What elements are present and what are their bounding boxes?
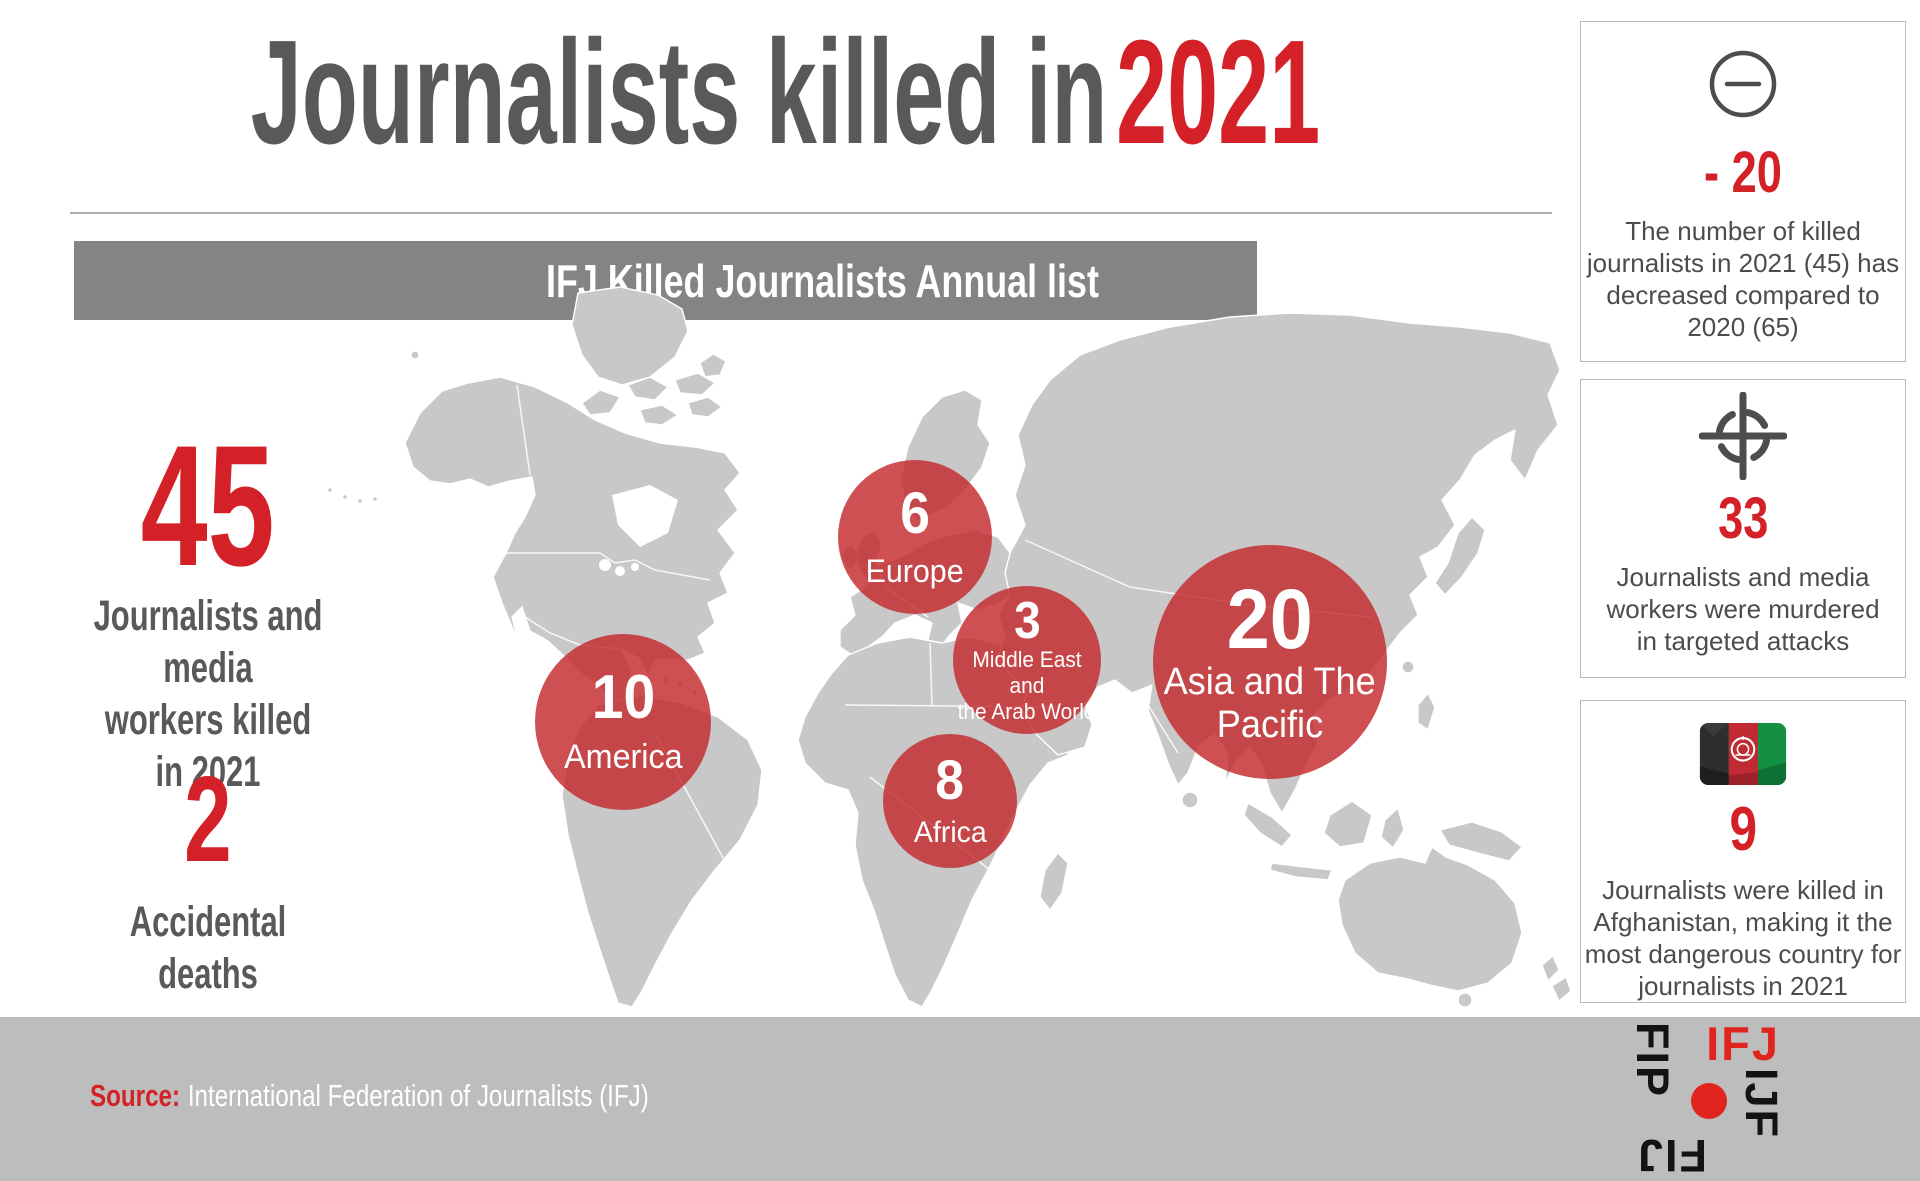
logo-ijf-text: IJF <box>1736 1068 1787 1140</box>
stat-accidental-deaths: 2 <box>184 751 232 887</box>
bubble-label: America <box>563 737 683 776</box>
card-value: 9 <box>1729 795 1757 864</box>
ifj-logo: FIP IFJ IJF FIJ <box>1627 1017 1787 1181</box>
bubble-value: 20 <box>1227 571 1313 666</box>
japan <box>1434 516 1486 596</box>
bubble-europe: 6 Europe <box>838 460 992 614</box>
bubble-label: Pacific <box>1216 704 1324 746</box>
logo-red-dot-icon <box>1691 1083 1727 1119</box>
title-year: 2021 <box>1115 10 1320 175</box>
bubble-africa: 8 Africa <box>883 734 1017 868</box>
source-line: Source: International Federation of Journ… <box>90 1076 806 1116</box>
greenland <box>571 286 689 386</box>
logo-fij-text: FIJ <box>1636 1130 1708 1181</box>
source-label: Source: <box>90 1078 181 1113</box>
page-title: Journalists killed in2021 <box>0 18 1570 168</box>
bubble-label: Africa <box>913 815 987 849</box>
bubble-label: Middle East and <box>972 647 1082 699</box>
stat-accidental-label: Accidental deaths <box>129 898 287 998</box>
bubble-middle-east: 3 Middle East and the Arab World <box>953 586 1101 734</box>
logo-ifj-text: IFJ <box>1706 1017 1780 1070</box>
minus-circle-icon <box>1709 50 1777 118</box>
divider-line <box>70 212 1552 214</box>
bubble-label: the Arab World <box>958 698 1096 724</box>
bubble-value: 8 <box>935 747 965 811</box>
card-text: Journalists were killed in Afghanistan, … <box>1584 875 1902 1001</box>
bubble-asia-pacific: 20 Asia and The Pacific <box>1153 545 1387 779</box>
logo-fip-text: FIP <box>1627 1022 1678 1099</box>
australia <box>1337 846 1523 992</box>
title-gray-text: Journalists killed in <box>250 10 1107 175</box>
crosshair-icon <box>1699 392 1787 480</box>
card-text: Journalists and media workers were murde… <box>1606 562 1880 656</box>
bubble-label: Europe <box>865 552 965 589</box>
stat-total-killed-label: Journalists and media workers killed in … <box>93 592 323 796</box>
footer-bar <box>0 1017 1920 1181</box>
card-afghanistan: 9 Journalists were killed in Afghanistan… <box>1580 700 1906 1003</box>
bubble-label: Asia and The <box>1163 660 1377 703</box>
bubble-america: 10 America <box>535 634 711 810</box>
card-text: The number of killed journalists in 2021… <box>1586 216 1900 342</box>
bubble-value: 6 <box>900 480 930 546</box>
source-text: International Federation of Journalists … <box>187 1078 649 1113</box>
card-value: 33 <box>1717 486 1769 551</box>
card-value: - 20 <box>1704 140 1782 205</box>
card-targeted-attacks: 33 Journalists and media workers were mu… <box>1580 379 1906 678</box>
bubble-value: 3 <box>1013 592 1041 651</box>
afghanistan-flag <box>1699 723 1787 785</box>
bubble-value: 10 <box>591 662 655 732</box>
stat-total-killed: 45 <box>141 410 275 602</box>
card-decrease: - 20 The number of killed journalists in… <box>1580 21 1906 362</box>
